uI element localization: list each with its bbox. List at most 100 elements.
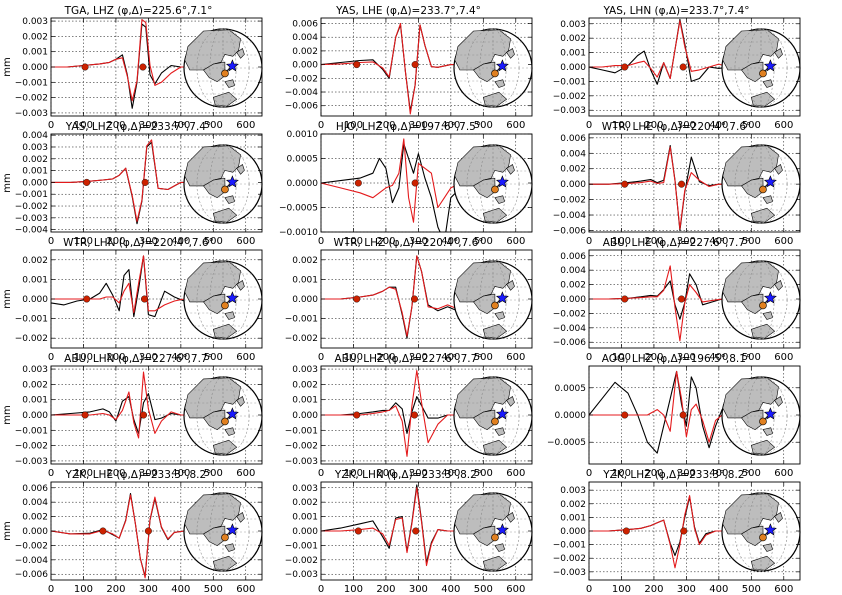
synthetic-trace — [321, 487, 464, 567]
y-tick-label: −0.002 — [553, 554, 586, 564]
y-tick-label: 0.000 — [22, 527, 48, 537]
panel-title: TGA, LHZ (φ,Δ)=225.6°,7.1° — [64, 5, 213, 17]
time-window-marker — [141, 178, 149, 186]
y-tick-label: 0.001 — [560, 513, 586, 523]
y-tick-label: −0.002 — [15, 94, 48, 104]
land-mass — [750, 555, 776, 571]
land-mass — [506, 164, 515, 175]
time-window-marker — [140, 411, 148, 419]
y-tick-label: 0.0000 — [555, 411, 587, 421]
time-window-marker — [83, 295, 91, 303]
x-tick-label: 600 — [774, 352, 793, 363]
panel-title: ABU, LHE (φ,Δ)=227.6°,7.7° — [603, 237, 751, 249]
y-tick-label: −0.002 — [553, 309, 586, 319]
y-axis-label: mm — [2, 57, 13, 76]
x-tick-label: 0 — [318, 236, 324, 247]
x-tick-label: 200 — [106, 468, 125, 479]
y-tick-label: 0.002 — [22, 513, 48, 523]
x-tick-label: 500 — [474, 468, 493, 479]
panel-title: AOG, LHZ (φ,Δ)=196.5°,8.1° — [602, 353, 751, 365]
y-tick-label: −0.006 — [15, 570, 49, 580]
meridian-line — [466, 28, 520, 108]
x-tick-label: 0 — [318, 352, 324, 363]
x-tick-label: 500 — [742, 584, 761, 595]
y-tick-label: 0.002 — [22, 32, 48, 42]
x-tick-label: 300 — [409, 236, 428, 247]
land-mass — [473, 177, 496, 199]
land-mass — [750, 91, 776, 107]
land-mass — [212, 207, 238, 223]
x-tick-label: 200 — [376, 120, 395, 131]
x-tick-label: 0 — [318, 468, 324, 479]
x-tick-label: 500 — [204, 468, 223, 479]
time-window-marker — [411, 61, 419, 69]
location-globe — [453, 376, 533, 456]
land-mass — [203, 525, 226, 546]
y-tick-label: −0.001 — [553, 541, 586, 551]
land-mass — [473, 293, 496, 314]
station-star-icon — [225, 407, 239, 420]
meridian-line — [479, 28, 507, 108]
land-mass — [750, 207, 776, 223]
meridian-line — [747, 260, 775, 340]
x-tick-label: 600 — [506, 468, 525, 479]
land-mass — [212, 555, 238, 571]
x-tick-label: 300 — [677, 236, 696, 247]
y-tick-label: 0.004 — [560, 266, 586, 276]
location-globe — [453, 492, 533, 572]
x-tick-label: 400 — [441, 468, 460, 479]
y-tick-label: 0.004 — [22, 498, 48, 508]
x-tick-label: 300 — [677, 120, 696, 131]
x-tick-label: 0 — [586, 584, 592, 595]
location-globe — [721, 492, 801, 572]
x-tick-label: 500 — [204, 584, 223, 595]
y-axis-label: mm — [2, 405, 13, 424]
x-tick-label: 500 — [474, 584, 493, 595]
y-tick-label: 0.004 — [22, 131, 48, 141]
panel-title: YAS, LHN (φ,Δ)=233.7°,7.4° — [602, 5, 749, 17]
time-window-marker — [353, 411, 361, 419]
x-tick-label: 200 — [644, 584, 663, 595]
plot-frame — [320, 17, 533, 117]
synthetic-trace — [51, 139, 191, 222]
x-tick-label: 400 — [709, 236, 728, 247]
y-tick-label: −0.0010 — [279, 228, 318, 238]
panel-title: YAS, LHE (φ,Δ)=233.7°,7.4° — [335, 5, 481, 17]
x-tick-label: 400 — [709, 468, 728, 479]
station-star-icon — [225, 523, 239, 536]
time-window-marker — [139, 63, 147, 71]
station-panel: 0 100 200 300 400 500 600 −0.003 −0.002 −0.001 0.0… — [285, 469, 533, 595]
location-globe — [183, 376, 263, 456]
meridian-line — [479, 376, 507, 456]
time-window-marker — [621, 180, 629, 188]
x-tick-label: 100 — [612, 468, 631, 479]
y-tick-label: 0.001 — [292, 396, 318, 406]
synthetic-trace — [321, 22, 461, 115]
x-tick-label: 300 — [409, 468, 428, 479]
station-panel: 0 100 200 300 400 500 600 −0.003 −0.002 −0.001 0.0… — [553, 469, 801, 595]
land-mass — [774, 280, 783, 291]
x-tick-label: 600 — [774, 584, 793, 595]
y-tick-label: 0.000 — [22, 411, 48, 421]
land-mass — [203, 293, 226, 314]
time-window-marker — [412, 527, 420, 535]
observed-trace — [589, 273, 732, 320]
time-window-marker — [144, 527, 152, 535]
x-tick-label: 100 — [74, 120, 93, 131]
y-tick-label: 0.003 — [292, 484, 318, 494]
station-panel: 0 100 200 300 400 500 600 −0.006 −0.004 −0.002 0.0… — [285, 5, 533, 131]
x-tick-label: 500 — [204, 120, 223, 131]
event-marker — [221, 533, 229, 542]
observed-trace — [51, 255, 194, 318]
meridian-line — [734, 376, 788, 456]
meridian-line — [209, 260, 237, 340]
x-tick-label: 400 — [171, 236, 190, 247]
station-star-icon — [495, 291, 509, 304]
land-mass — [212, 439, 238, 455]
panel-title: HJO, LHZ (φ,Δ)=197.6°,7.5° — [336, 121, 481, 133]
synthetic-trace — [51, 371, 191, 439]
plot-frame — [588, 133, 801, 233]
y-tick-label: 0.000 — [292, 295, 318, 305]
meridian-line — [196, 492, 250, 572]
event-marker — [759, 185, 767, 194]
